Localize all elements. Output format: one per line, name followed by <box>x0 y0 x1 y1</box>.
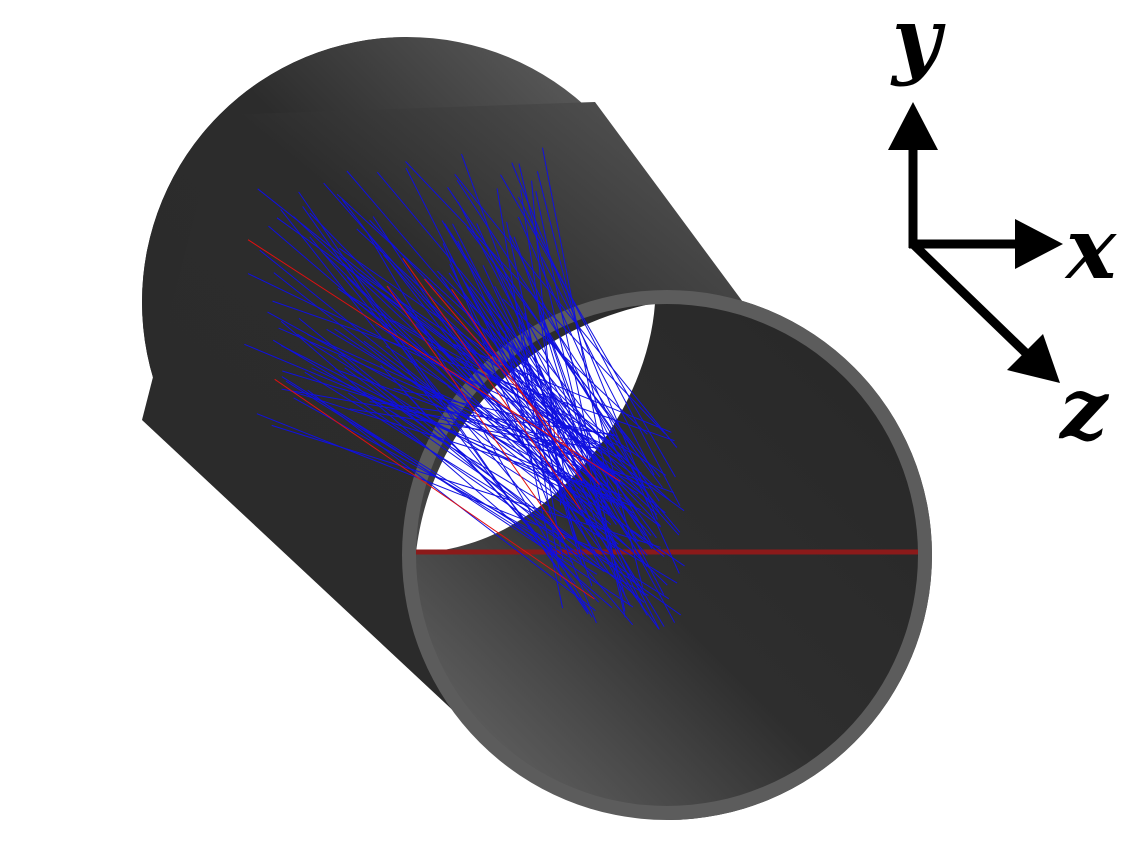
ray <box>441 220 580 448</box>
ray <box>341 198 645 596</box>
ray <box>339 247 667 476</box>
ray <box>457 331 597 483</box>
coordinate-axes: y x z <box>888 0 1117 458</box>
ray <box>492 261 654 547</box>
ray <box>500 364 652 536</box>
z-axis-label: z <box>1058 359 1110 458</box>
ray-secondary <box>386 285 566 540</box>
z-axis-line <box>909 240 1034 361</box>
ray <box>311 367 563 485</box>
ray-bundle <box>244 147 685 630</box>
ray <box>339 255 609 502</box>
ray <box>469 286 657 539</box>
ray <box>535 297 610 516</box>
ray <box>421 295 658 515</box>
ray <box>482 265 645 610</box>
ray <box>267 311 616 504</box>
ray <box>540 319 660 513</box>
ray-secondary <box>247 239 621 482</box>
ray <box>509 234 621 459</box>
ray <box>280 345 561 488</box>
ray <box>444 223 653 550</box>
ray <box>541 256 655 476</box>
z-axis-arrowhead <box>1007 334 1060 383</box>
ray <box>341 413 634 608</box>
x-axis-label: x <box>1064 199 1117 298</box>
ray <box>542 147 613 506</box>
ray <box>358 272 614 446</box>
ray <box>309 236 634 626</box>
ray <box>513 236 591 448</box>
ray <box>504 330 564 609</box>
ray <box>517 196 681 506</box>
ray <box>280 208 576 585</box>
ray <box>511 162 658 520</box>
ray <box>367 233 593 618</box>
ray <box>289 390 622 496</box>
ray <box>247 273 603 445</box>
ray <box>376 171 681 533</box>
ray <box>383 254 648 556</box>
ray <box>349 408 598 449</box>
ray <box>297 333 622 542</box>
ray <box>388 409 682 616</box>
ray-secondary <box>424 278 600 485</box>
ray <box>256 413 616 557</box>
ray <box>520 189 566 481</box>
ray <box>326 328 635 514</box>
ray <box>348 392 605 573</box>
ray <box>442 243 597 624</box>
ray <box>457 240 588 525</box>
ray <box>280 320 613 609</box>
ray <box>447 187 660 502</box>
ray <box>458 332 586 500</box>
ray <box>307 333 621 476</box>
ray-secondary <box>274 378 595 600</box>
ray <box>281 376 598 575</box>
ray <box>259 249 633 552</box>
ray-secondary <box>402 258 581 510</box>
ray <box>451 343 672 433</box>
ray <box>272 339 678 584</box>
ray <box>456 179 635 449</box>
ray <box>518 326 626 464</box>
ray <box>476 223 582 462</box>
ray <box>276 217 685 512</box>
ray <box>334 368 674 494</box>
ray-secondary <box>451 289 583 481</box>
ray <box>531 180 562 506</box>
ray <box>273 272 619 545</box>
y-axis-arrowhead <box>888 102 938 150</box>
y-axis-label: y <box>890 0 946 88</box>
ray <box>494 286 676 623</box>
ray <box>405 161 666 434</box>
ray <box>536 171 643 588</box>
ray <box>454 173 678 448</box>
ray <box>298 318 645 603</box>
ray <box>437 270 623 458</box>
ray <box>293 397 649 596</box>
ray <box>500 174 676 478</box>
x-axis-arrowhead <box>1015 219 1063 269</box>
